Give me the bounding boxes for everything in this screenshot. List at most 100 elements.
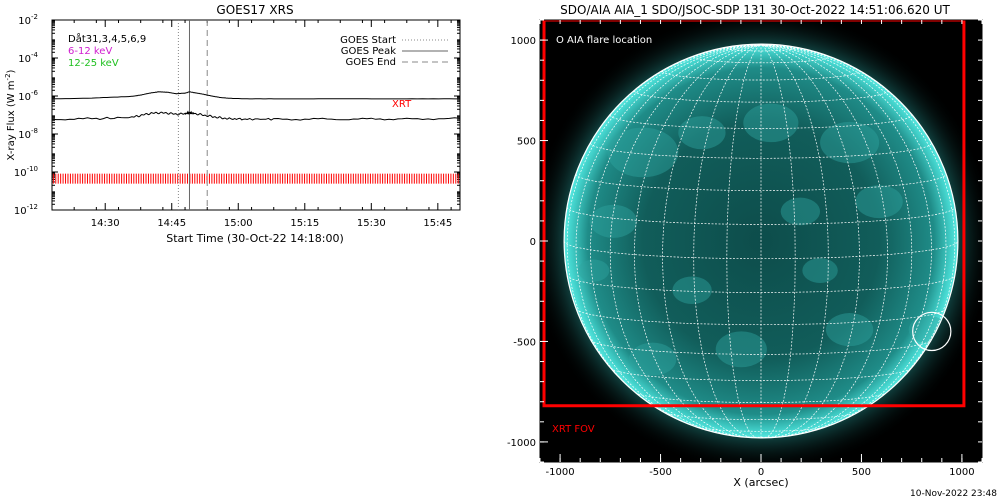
legend-detector-list: Dåt31,3,4,5,6,9 <box>68 32 146 45</box>
longitude-line <box>760 44 796 438</box>
bright-region <box>629 342 677 376</box>
longitude-line <box>590 44 762 437</box>
image-x-tick-label: -500 <box>649 467 672 478</box>
longitude-line <box>726 44 762 438</box>
latitude-line <box>609 114 913 129</box>
image-y-ticks: -1000 -500 0 500 1000 <box>507 19 982 463</box>
xrt-coverage-bars <box>52 173 459 184</box>
longitude-line <box>634 44 762 438</box>
bright-region <box>780 197 821 226</box>
y-tick-base: 10 <box>18 130 31 141</box>
solar-limb <box>563 43 959 439</box>
y-tick-base: 10 <box>18 16 31 27</box>
footer-timestamp: 10-Nov-2022 23:48 <box>910 489 997 499</box>
y-tick-base: 10 <box>14 206 27 217</box>
image-y-tick-label: 500 <box>517 137 536 148</box>
x-tick-label: 15:15 <box>290 218 319 229</box>
image-y-tick-label: -1000 <box>507 438 536 449</box>
latitude-line <box>662 71 860 81</box>
flare-legend: O AIA flare location <box>556 35 652 46</box>
y-tick-base: 10 <box>14 168 27 179</box>
x-tick-label: 15:30 <box>357 218 386 229</box>
longitude-line <box>609 44 762 437</box>
legend-goes-end: GOES End <box>346 57 396 68</box>
image-x-tick-label: 0 <box>758 467 764 478</box>
legend-goes-lines: GOES Start GOES Peak GOES End <box>340 35 448 68</box>
chart-title: GOES17 XRS <box>216 3 293 17</box>
longitude-line <box>760 44 829 438</box>
longitude-line <box>693 44 762 438</box>
xrt-fov-label: XRT FOV <box>552 424 595 435</box>
y-axis-label-text: X-ray Flux (W m <box>6 80 17 160</box>
x-tick-label: 14:45 <box>157 218 186 229</box>
image-y-tick-label: 1000 <box>511 36 536 47</box>
legend-detectors: Dåt31,3,4,5,6,9 6-12 keV 12-25 keV <box>68 32 146 69</box>
latitude-line <box>566 206 956 225</box>
image-x-ticks: -1000 -500 0 500 1000 <box>539 20 983 478</box>
legend-goes-peak: GOES Peak <box>341 46 396 57</box>
latitude-line <box>693 56 829 64</box>
latitude-line <box>634 90 888 103</box>
y-tick-label: 10-4 <box>18 51 38 65</box>
bright-region <box>577 259 610 282</box>
y-tick-exponent: -6 <box>31 89 39 97</box>
x-tick-label: 15:45 <box>423 218 452 229</box>
y-tick-label: 10-2 <box>18 13 38 27</box>
y-tick-base: 10 <box>18 54 31 65</box>
latitude-line <box>610 367 912 381</box>
y-tick-label: 10-12 <box>14 203 38 217</box>
image-title: SDO/AIA AIA_1 SDO/JSOC-SDP 131 30-Oct-20… <box>560 3 950 17</box>
bright-region <box>607 127 679 178</box>
flux-series <box>51 91 461 121</box>
longitude-line <box>760 44 860 438</box>
bright-region <box>820 121 880 164</box>
disk-texture <box>577 103 949 376</box>
y-tick-label: 10-6 <box>18 89 38 103</box>
longitude-line <box>566 44 762 422</box>
latitude-line <box>566 274 956 293</box>
x-axis-ticks: 14:30 14:45 15:00 15:15 15:30 15:45 <box>51 20 452 229</box>
latitude-line <box>575 308 947 326</box>
y-tick-exponent: -12 <box>27 203 38 211</box>
goes-event-lines <box>177 20 208 210</box>
bright-region <box>715 331 767 368</box>
longitude-line <box>760 44 958 282</box>
latitude-line <box>590 142 932 159</box>
legend-6-12-kev: 6-12 keV <box>68 46 112 57</box>
y-tick-exponent: -2 <box>31 13 38 21</box>
bright-region <box>678 116 726 150</box>
longitude-line <box>760 44 913 437</box>
xrt-label: XRT <box>392 99 412 110</box>
latitude-line <box>575 173 947 191</box>
image-y-tick-label: -500 <box>513 337 536 348</box>
image-x-tick-label: 500 <box>852 467 871 478</box>
bright-region <box>672 276 712 305</box>
longitude-line <box>760 44 947 435</box>
longitude-line <box>662 44 762 438</box>
legend-12-25-kev: 12-25 keV <box>68 58 119 69</box>
y-tick-exponent: -10 <box>27 165 38 173</box>
longitude-line <box>564 44 762 282</box>
latitude-line <box>726 47 796 52</box>
image-x-axis-label: X (arcsec) <box>733 476 788 489</box>
y-tick-exponent: -8 <box>31 127 38 135</box>
plot-frame <box>51 19 461 211</box>
aia-image-panel: SDO/AIA AIA_1 SDO/JSOC-SDP 131 30-Oct-20… <box>507 3 983 489</box>
y-axis-label-sup: -2 <box>4 73 12 80</box>
latitude-line <box>564 240 958 260</box>
longitude-line <box>575 44 762 435</box>
heliographic-grid <box>564 44 958 438</box>
image-x-tick-label: -1000 <box>546 467 575 478</box>
y-axis-label-close: ) <box>6 69 17 73</box>
x-axis-label: Start Time (30-Oct-22 14:18:00) <box>166 232 344 245</box>
latitude-line <box>590 339 932 355</box>
flare-location-marker <box>912 311 952 352</box>
legend-goes-start: GOES Start <box>340 35 396 46</box>
longitude-line <box>760 44 932 437</box>
bright-region <box>825 313 874 347</box>
latitude-line <box>634 392 888 403</box>
x-tick-label: 15:00 <box>224 218 253 229</box>
